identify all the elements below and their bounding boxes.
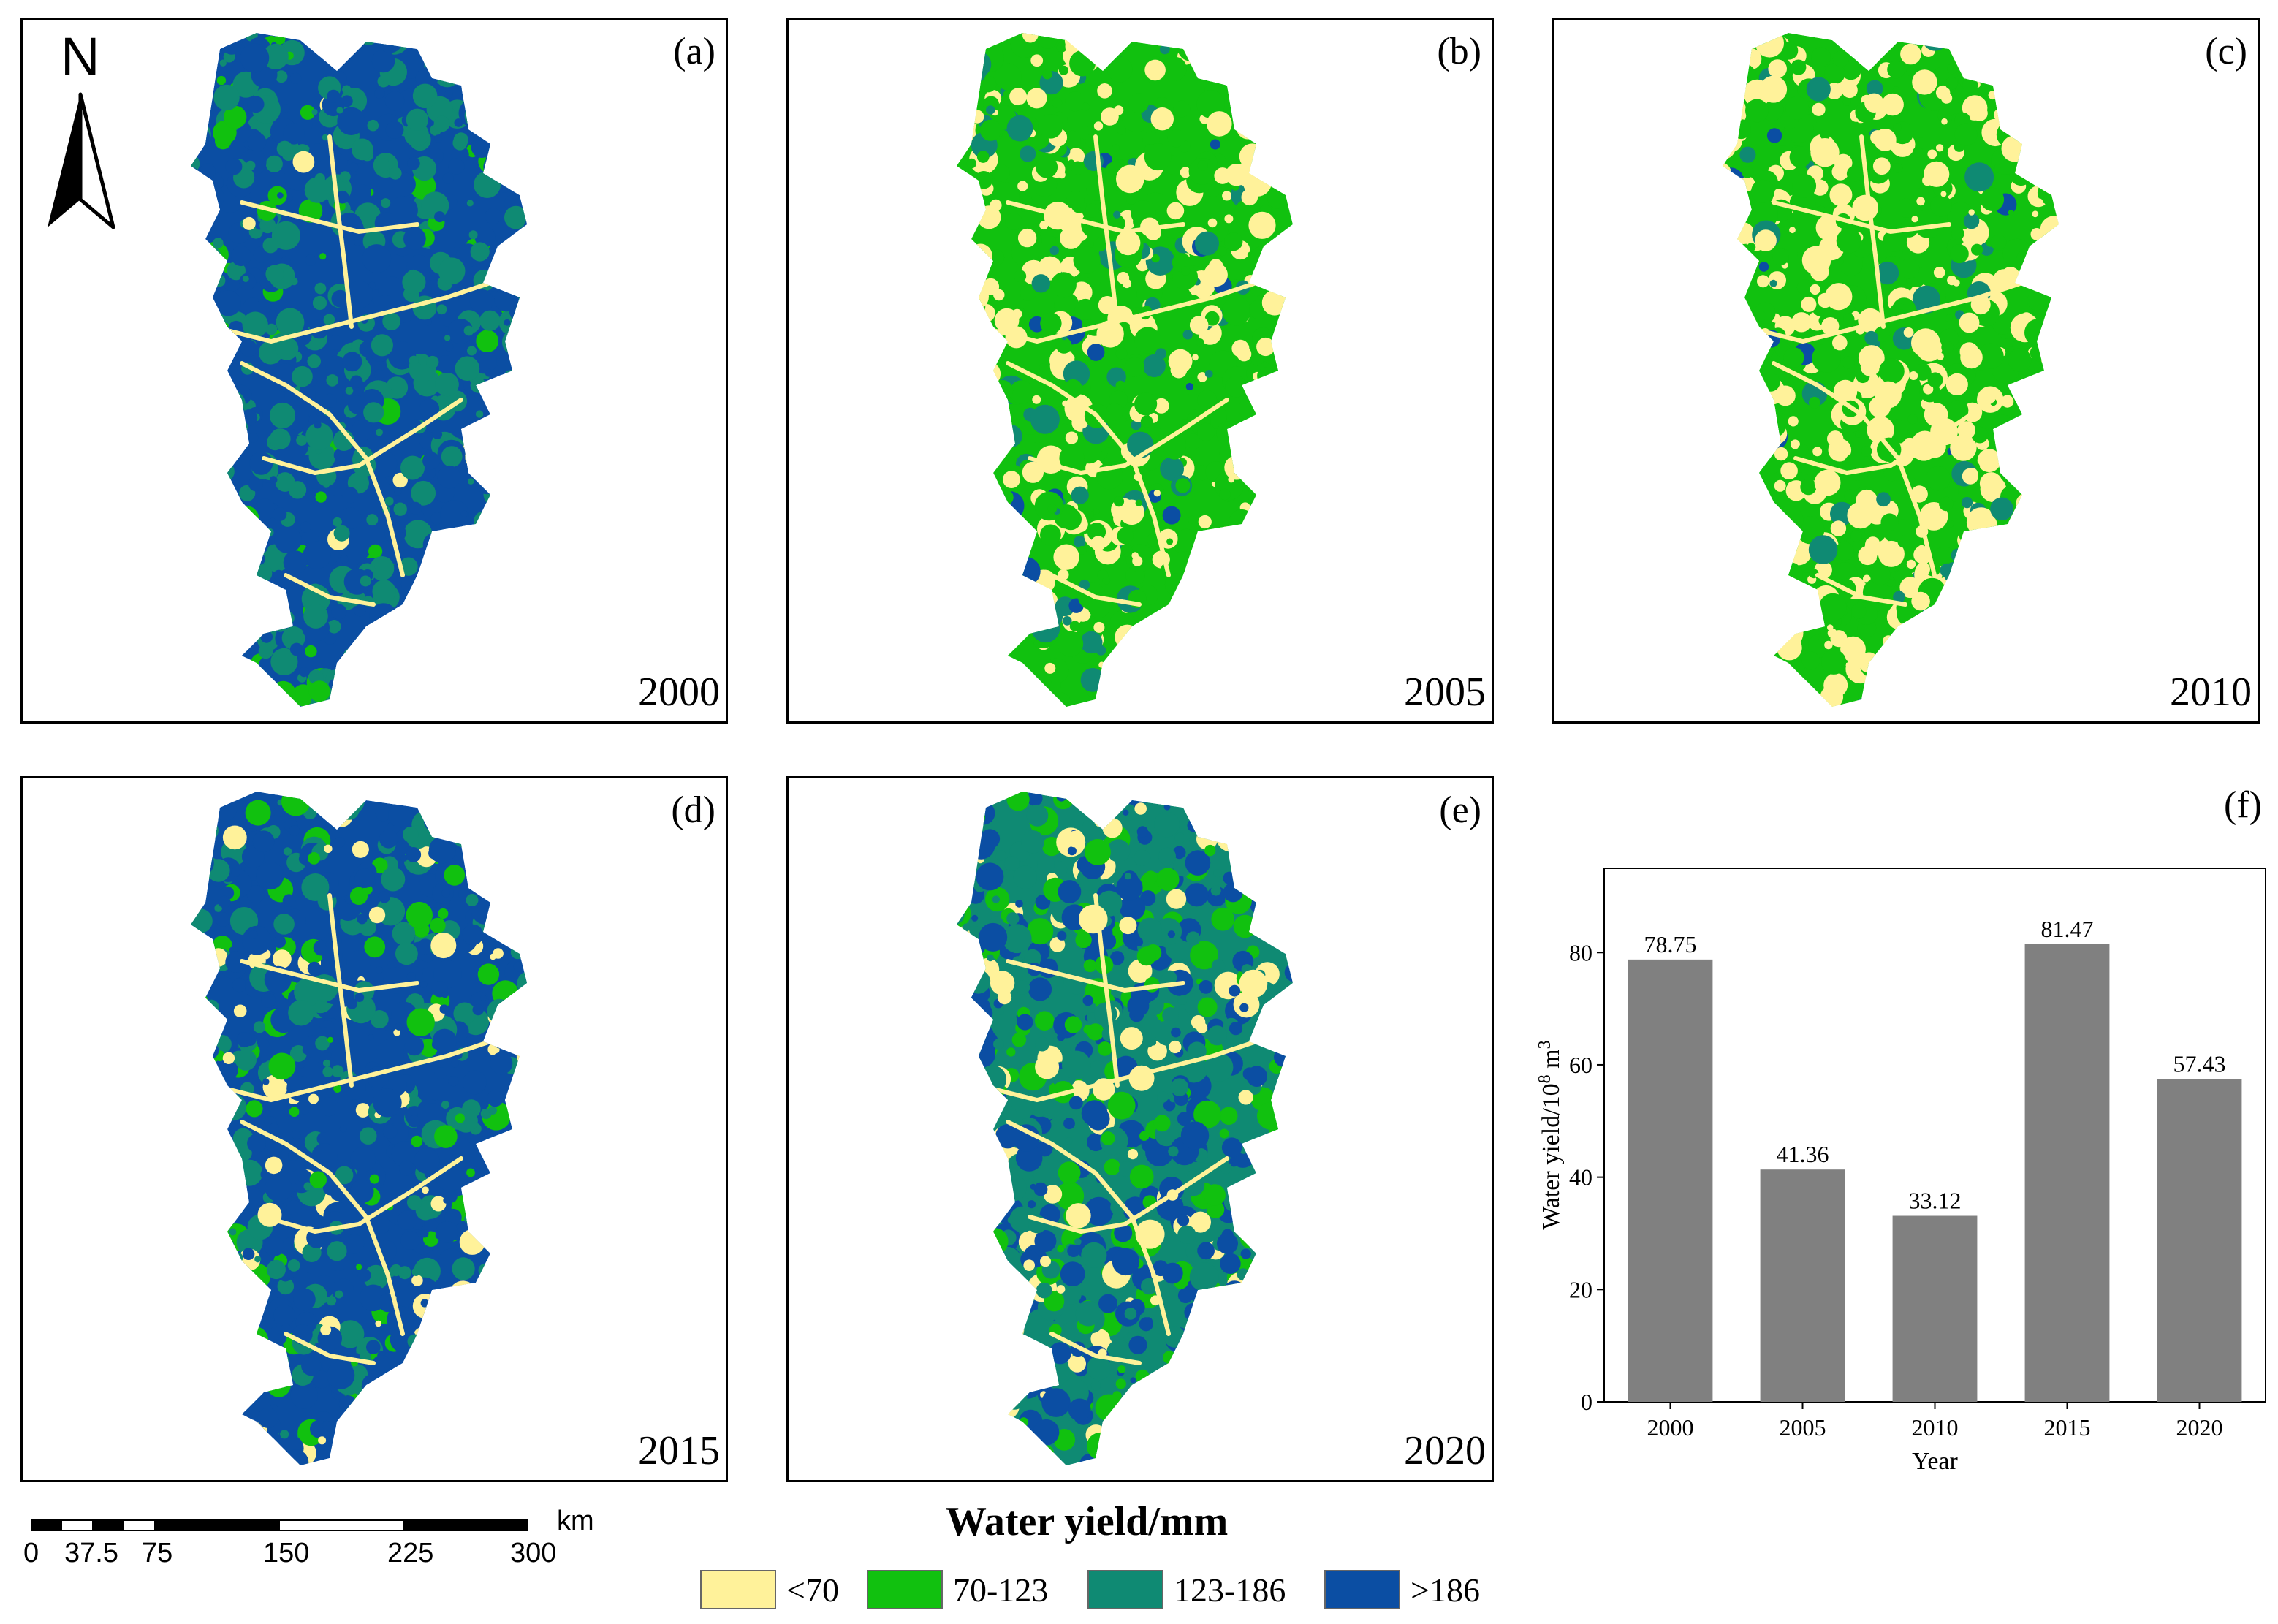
scale-tick-0: 0 xyxy=(23,1538,39,1568)
bar xyxy=(2024,944,2110,1402)
north-arrow: N xyxy=(33,30,128,235)
scale-tick-3: 150 xyxy=(263,1538,310,1568)
y-tick-label: 40 xyxy=(1569,1164,1592,1191)
legend-item-lt70: <70 xyxy=(700,1570,839,1609)
panel-label: (d) xyxy=(671,789,715,831)
y-tick-label: 60 xyxy=(1569,1052,1592,1078)
region-map xyxy=(957,792,1293,1465)
x-axis-label: Year xyxy=(1912,1448,1958,1475)
bar xyxy=(1892,1215,1978,1402)
legend-swatch xyxy=(1324,1570,1400,1609)
data-label: 78.75 xyxy=(1644,931,1697,957)
scale-tick-5: 300 xyxy=(510,1538,557,1568)
map-panel-a: (a) 2000 N xyxy=(20,18,728,724)
bar xyxy=(1628,959,1713,1402)
water-yield-bar-chart: (f) 0 20 40 60 80 78.75 2000 41.36 2005 33.12 2010 8… xyxy=(1535,784,2266,1475)
legend-label: <70 xyxy=(786,1571,839,1609)
legend-item-gt186: >186 xyxy=(1324,1570,1480,1609)
region-map xyxy=(1723,33,2059,707)
bar xyxy=(2157,1079,2242,1402)
panel-label: (f) xyxy=(2224,784,2262,826)
x-tick-label: 2020 xyxy=(2176,1414,2223,1441)
x-tick-label: 2000 xyxy=(1647,1414,1694,1441)
y-tick-label: 20 xyxy=(1569,1276,1592,1302)
panel-year: 2000 xyxy=(638,669,720,715)
legend-item-70-123: 70-123 xyxy=(867,1570,1048,1609)
legend-title: Water yield/mm xyxy=(946,1499,1229,1544)
x-tick-label: 2015 xyxy=(2044,1414,2091,1441)
y-axis-label: Water yield/108 m3 xyxy=(1535,1040,1565,1229)
scale-tick-4: 225 xyxy=(387,1538,434,1568)
map-panel-b: (b) 2005 xyxy=(786,18,1494,724)
panel-year: 2005 xyxy=(1404,669,1486,715)
x-tick-label: 2005 xyxy=(1780,1414,1826,1441)
panel-year: 2020 xyxy=(1404,1428,1486,1473)
data-label: 81.47 xyxy=(2041,916,2094,942)
panel-year: 2010 xyxy=(2170,669,2252,715)
region-map xyxy=(191,33,527,707)
panel-label: (a) xyxy=(673,31,715,72)
panel-year: 2015 xyxy=(638,1428,720,1473)
x-tick-label: 2010 xyxy=(1912,1414,1959,1441)
legend-swatch xyxy=(700,1570,776,1609)
region-map xyxy=(191,792,527,1465)
scale-tick-1: 37.5 xyxy=(64,1538,118,1568)
legend-swatch xyxy=(1087,1570,1163,1609)
panel-label: (c) xyxy=(2205,31,2247,72)
scale-bar-graphic xyxy=(31,1519,528,1531)
north-arrow-icon xyxy=(48,92,115,229)
map-panel-d: (d) 2015 xyxy=(20,776,728,1482)
scale-unit: km xyxy=(557,1506,594,1536)
legend-label: >186 xyxy=(1411,1571,1480,1609)
legend-swatch xyxy=(867,1570,943,1609)
map-panel-c: (c) 2010 xyxy=(1552,18,2260,724)
y-tick-label: 80 xyxy=(1569,939,1592,965)
legend-label: 70-123 xyxy=(953,1571,1049,1609)
map-panel-e: (e) 2020 xyxy=(786,776,1494,1482)
data-label: 33.12 xyxy=(1909,1187,1962,1213)
panel-label: (b) xyxy=(1437,31,1481,72)
region-map xyxy=(957,33,1293,707)
legend-label: 123-186 xyxy=(1174,1571,1286,1609)
north-letter: N xyxy=(61,26,100,87)
legend-item-123-186: 123-186 xyxy=(1087,1570,1286,1609)
data-label: 57.43 xyxy=(2173,1051,2226,1077)
scale-tick-2: 75 xyxy=(142,1538,173,1568)
scale-bar: km 0 37.5 75 150 225 300 xyxy=(22,1506,650,1580)
panel-label: (e) xyxy=(1439,789,1481,831)
bar xyxy=(1760,1169,1845,1402)
data-label: 41.36 xyxy=(1777,1141,1829,1167)
y-tick-label: 0 xyxy=(1581,1389,1592,1415)
